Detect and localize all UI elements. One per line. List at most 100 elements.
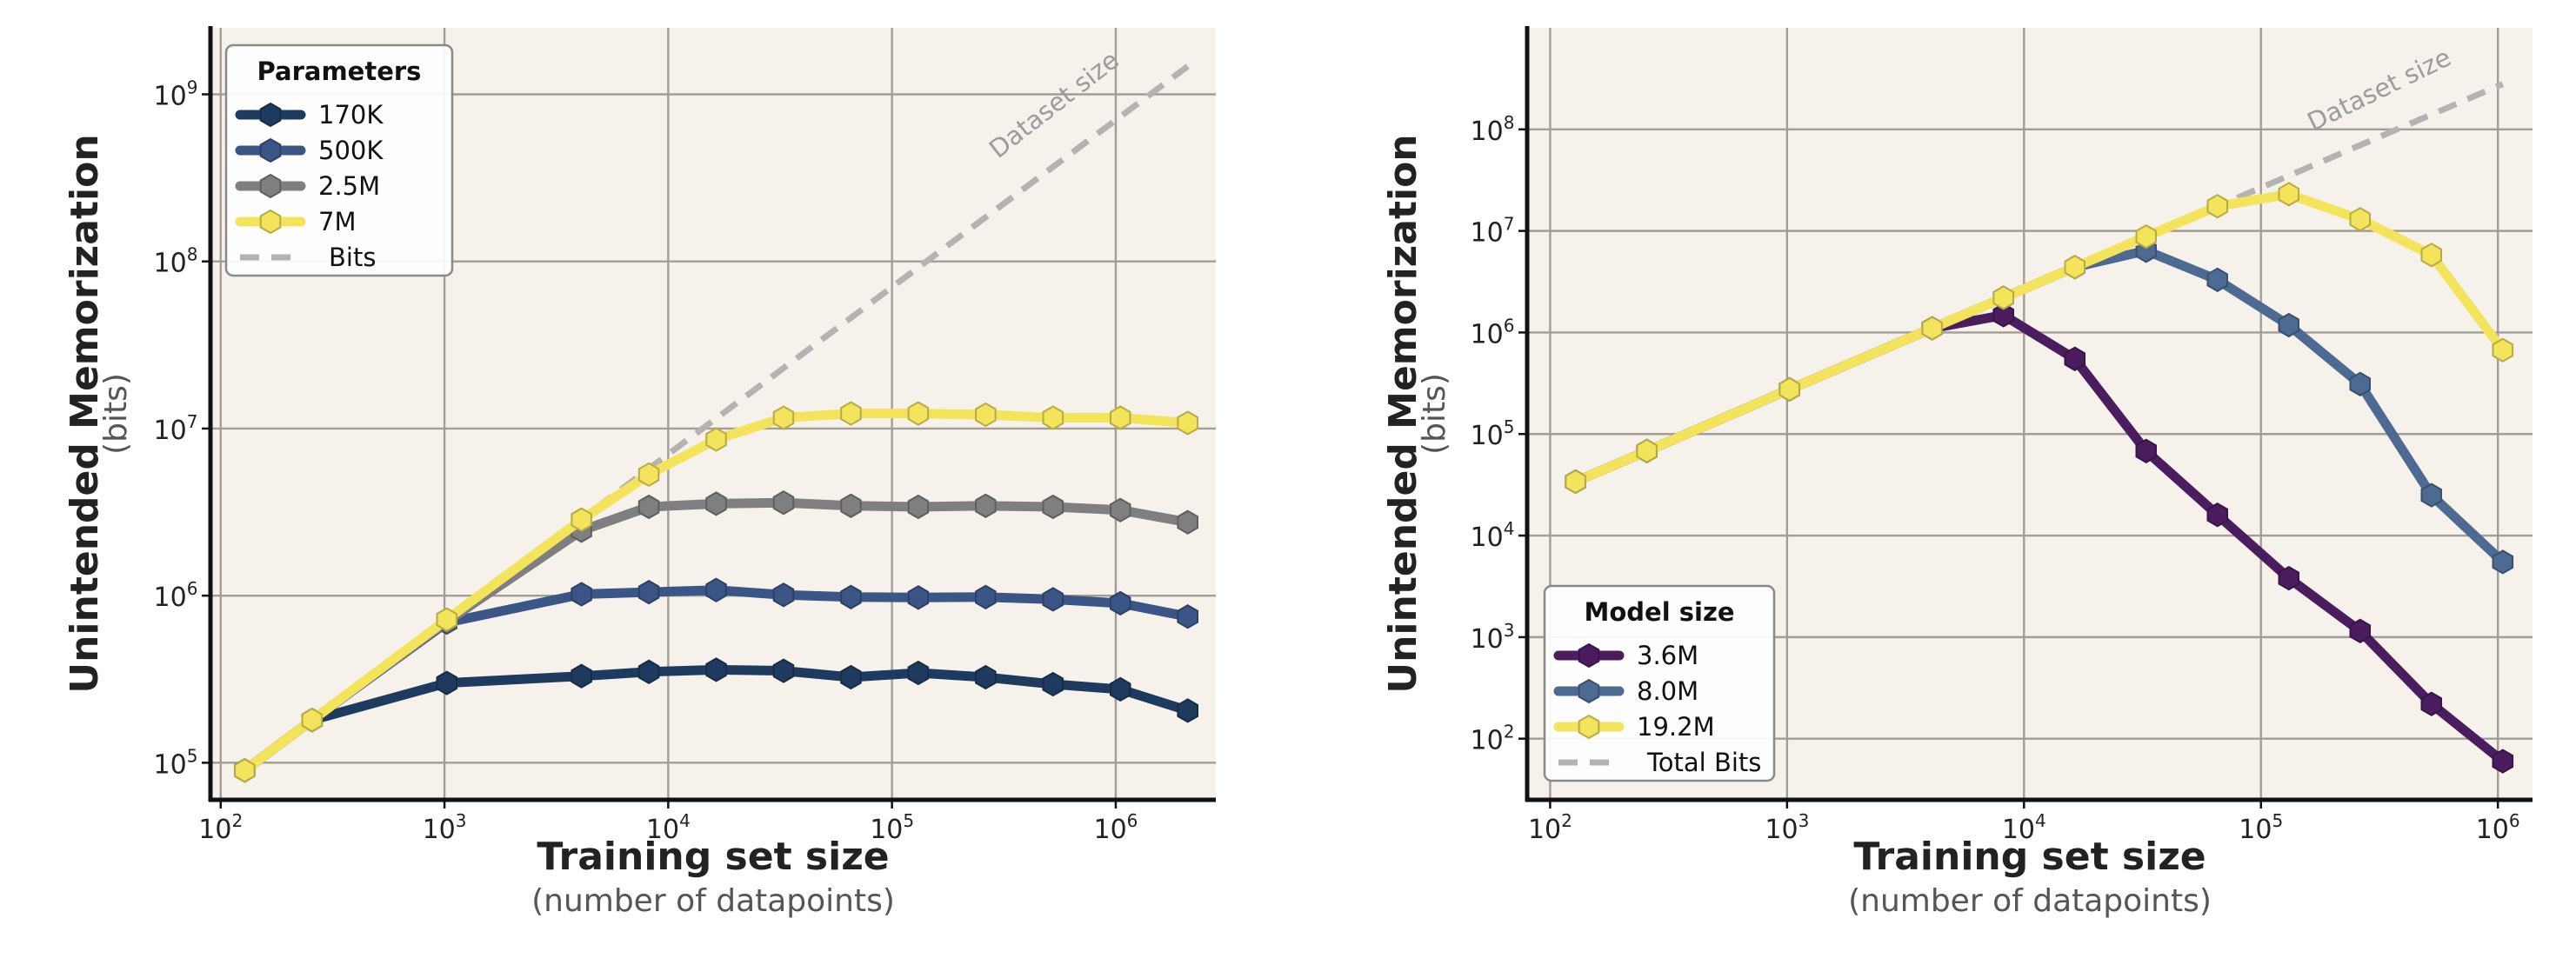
data-point <box>909 586 929 609</box>
data-point <box>2279 314 2299 336</box>
y-tick-label: 105 <box>1471 416 1515 451</box>
x-tick-label: 105 <box>2239 810 2283 845</box>
data-point <box>774 583 794 606</box>
data-point <box>2351 208 2371 230</box>
x-tick-label: 106 <box>1093 810 1138 845</box>
legend-label: Total Bits <box>1646 748 1761 777</box>
data-point <box>437 672 457 695</box>
data-point <box>2422 693 2442 715</box>
data-point <box>706 658 726 681</box>
data-point <box>2065 348 2085 370</box>
data-point <box>303 709 323 731</box>
data-point <box>2208 269 2228 291</box>
data-point <box>639 496 659 518</box>
data-point <box>571 665 591 688</box>
data-point <box>2493 339 2513 362</box>
data-point <box>1565 470 1585 493</box>
data-point <box>1178 511 1198 534</box>
data-point <box>909 403 929 425</box>
x-tick-label: 102 <box>198 810 243 845</box>
legend-marker <box>261 139 281 162</box>
data-point <box>2137 225 2157 248</box>
legend-label: 170K <box>318 100 384 130</box>
data-point <box>1044 407 1064 429</box>
x-axis-subtitle: (number of datapoints) <box>1848 883 2212 919</box>
data-point <box>2208 195 2228 217</box>
legend-marker <box>1579 715 1599 738</box>
data-point <box>2351 373 2371 396</box>
data-point <box>909 662 929 684</box>
data-point <box>2137 440 2157 463</box>
data-point <box>1178 605 1198 628</box>
data-point <box>841 586 861 609</box>
data-point <box>1111 499 1131 522</box>
y-tick-label: 106 <box>1471 315 1515 349</box>
legend-label: Bits <box>329 243 376 272</box>
legend-label: 7M <box>318 207 356 236</box>
y-tick-label: 105 <box>154 745 198 780</box>
data-point <box>1044 588 1064 610</box>
x-axis-title: Training set size <box>1853 835 2206 879</box>
data-point <box>2065 256 2085 278</box>
data-point <box>706 429 726 451</box>
x-axis-title: Training set size <box>537 835 889 879</box>
data-point <box>2493 750 2513 773</box>
data-point <box>976 666 996 689</box>
legend-label: 19.2M <box>1637 712 1715 742</box>
legend-title: Model size <box>1585 597 1735 627</box>
legend: Parameters 170K 500K 2.5M 7M Bits <box>226 45 452 276</box>
data-point <box>976 403 996 426</box>
data-point <box>841 666 861 689</box>
data-point <box>706 579 726 602</box>
data-point <box>841 495 861 517</box>
data-point <box>841 403 861 425</box>
data-point <box>2279 567 2299 589</box>
data-point <box>235 759 255 782</box>
legend-marker <box>1579 680 1599 702</box>
data-point <box>2422 484 2442 507</box>
data-point <box>1779 378 1799 401</box>
y-tick-label: 107 <box>1471 214 1515 249</box>
data-point <box>1111 678 1131 701</box>
data-point <box>639 463 659 486</box>
data-point <box>1044 673 1064 695</box>
legend-marker <box>261 103 281 126</box>
data-point <box>1637 440 1657 463</box>
data-point <box>1111 407 1131 429</box>
legend-marker <box>261 210 281 233</box>
x-tick-label: 103 <box>1765 810 1809 845</box>
data-point <box>2493 550 2513 573</box>
data-point <box>774 407 794 429</box>
data-point <box>2351 620 2371 642</box>
data-point <box>909 496 929 518</box>
y-axis-subtitle: (bits) <box>1417 373 1452 455</box>
x-axis-subtitle: (number of datapoints) <box>531 883 895 919</box>
legend-label: 3.6M <box>1637 641 1698 670</box>
x-tick-label: 103 <box>423 810 467 845</box>
data-point <box>774 491 794 514</box>
data-point <box>1922 317 1942 340</box>
legend-label: 8.0M <box>1637 676 1698 706</box>
data-point <box>639 581 659 603</box>
data-point <box>1111 592 1131 615</box>
data-point <box>2279 183 2299 205</box>
legend-title: Parameters <box>257 57 422 86</box>
data-point <box>2208 503 2228 526</box>
y-tick-label: 103 <box>1471 620 1515 655</box>
legend-marker <box>261 175 281 197</box>
y-tick-label: 106 <box>154 578 198 613</box>
y-tick-label: 104 <box>1471 518 1515 553</box>
legend-label: 500K <box>318 136 384 165</box>
data-point <box>437 609 457 631</box>
y-tick-label: 107 <box>154 411 198 446</box>
data-point <box>976 495 996 517</box>
data-point <box>1178 699 1198 722</box>
legend-label: 2.5M <box>318 171 380 201</box>
data-point <box>706 492 726 515</box>
data-point <box>571 583 591 606</box>
data-point <box>1178 412 1198 435</box>
data-point <box>774 660 794 682</box>
